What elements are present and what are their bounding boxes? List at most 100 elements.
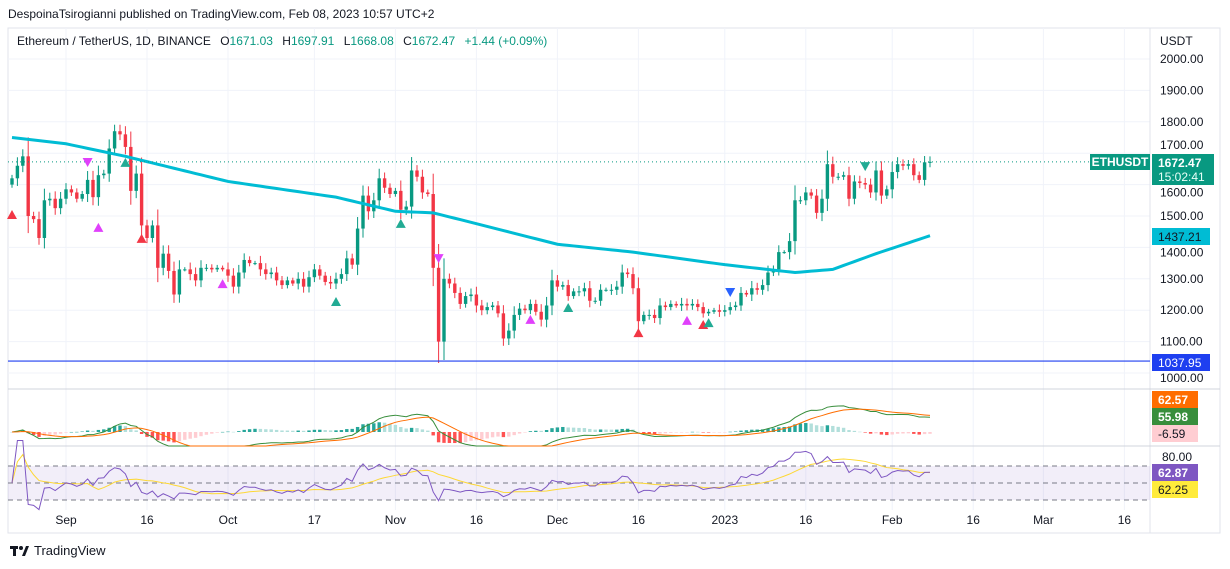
macd-histogram-bar xyxy=(69,431,74,433)
candle-body xyxy=(804,192,808,201)
candle xyxy=(242,253,246,279)
macd-histogram-bar xyxy=(820,426,824,432)
macd-histogram-bar xyxy=(53,432,57,435)
macd-histogram-bar xyxy=(247,429,252,432)
candle xyxy=(528,299,533,315)
candle xyxy=(96,165,101,206)
candle-body xyxy=(458,292,462,304)
macd-histogram-bar xyxy=(80,431,84,433)
macd-histogram-bar xyxy=(555,427,560,432)
high-value: 1697.91 xyxy=(290,34,335,48)
candle xyxy=(145,219,149,244)
open-value: 1671.03 xyxy=(229,34,273,48)
macd-histogram-bar xyxy=(804,423,808,432)
candle-body xyxy=(598,289,603,301)
candle-body xyxy=(134,173,138,191)
price-axis[interactable]: 2000.00 1900.00 1800.00 1700.00 1600.00 1500.… xyxy=(1160,52,1204,385)
last-price-badge: 1672.47 15:02:41 xyxy=(1152,154,1214,185)
candle xyxy=(647,309,651,320)
candle-body xyxy=(107,148,111,174)
macd-histogram-bar xyxy=(598,429,603,432)
candle xyxy=(912,158,916,181)
rsi-level-label: 80.00 xyxy=(1162,450,1192,464)
candle xyxy=(706,308,711,316)
candle-body xyxy=(561,285,565,287)
macd-histogram-bar xyxy=(307,430,311,432)
macd-histogram-bar xyxy=(501,432,506,438)
candle xyxy=(917,171,921,184)
candle xyxy=(102,169,106,179)
candle xyxy=(129,131,133,205)
candle-body xyxy=(323,275,327,282)
macd-histogram-bar xyxy=(512,432,516,436)
candle-body xyxy=(242,259,246,273)
macd-histogram-bar xyxy=(253,428,257,432)
price-tick-label: 1400.00 xyxy=(1160,245,1204,259)
candle xyxy=(269,267,273,279)
triangle-down-marker xyxy=(433,254,444,264)
time-axis[interactable]: Sep 16 Oct 17 Nov 16 Dec 16 2023 16 Feb 16 Mar 16 xyxy=(55,513,1131,527)
candle xyxy=(723,305,727,317)
candle-body xyxy=(48,198,52,201)
candle xyxy=(361,185,365,238)
time-tick-label: Sep xyxy=(55,513,77,527)
candle-body xyxy=(485,307,489,311)
candle-body xyxy=(80,194,84,199)
macd-histogram-bar xyxy=(269,429,273,432)
macd-histogram-bar xyxy=(874,432,878,434)
price-tick-label: 1800.00 xyxy=(1160,115,1204,129)
symbol-badge-label: ETHUSDT xyxy=(1092,155,1149,169)
candle xyxy=(620,264,624,294)
macd-histogram-bar xyxy=(728,431,732,433)
candle xyxy=(507,323,511,346)
macd-histogram-bar xyxy=(831,425,835,432)
candle xyxy=(107,139,111,182)
macd-histogram-bar xyxy=(91,430,95,432)
candle xyxy=(291,277,295,286)
macd-histogram-bar xyxy=(750,429,754,432)
macd-histogram-bar xyxy=(615,429,619,432)
candle xyxy=(685,298,689,311)
macd-histogram-bar xyxy=(517,432,522,434)
candle-body xyxy=(474,294,479,306)
candle-body xyxy=(469,294,473,297)
brand-name[interactable]: TradingView xyxy=(34,543,106,558)
macd-histogram-bar xyxy=(539,430,543,432)
candle-body xyxy=(534,303,538,312)
candle-body xyxy=(334,278,338,284)
macd-histogram-bar xyxy=(226,431,230,433)
candle xyxy=(15,157,20,186)
symbol-title[interactable]: Ethereum / TetherUS, 1D, BINANCE xyxy=(17,34,211,48)
price-tick-label: 1100.00 xyxy=(1160,335,1203,349)
candle xyxy=(436,244,441,364)
candle xyxy=(474,286,479,313)
candle-body xyxy=(890,172,894,190)
macd-histogram-bar xyxy=(507,432,511,437)
macd-histogram-bar xyxy=(928,432,932,434)
triangle-up-marker xyxy=(120,157,131,167)
candle xyxy=(615,280,619,296)
macd-histogram-bar xyxy=(280,430,284,432)
candle xyxy=(517,302,522,320)
candle-body xyxy=(496,305,500,314)
macd-histogram-bar xyxy=(339,430,344,432)
candle-body xyxy=(712,310,716,312)
macd-histogram-bar xyxy=(188,432,192,439)
triangle-up-marker xyxy=(93,222,104,232)
candle xyxy=(604,287,608,292)
candle-body xyxy=(37,219,41,238)
rsi-ma-value: 62.25 xyxy=(1158,483,1188,497)
macd-pane xyxy=(10,405,932,447)
macd-histogram-bar xyxy=(75,431,79,433)
candle xyxy=(480,299,484,316)
candle-body xyxy=(285,280,290,286)
candle xyxy=(593,297,597,304)
macd-histogram-bar xyxy=(825,425,830,432)
candle xyxy=(636,277,641,331)
candle-body xyxy=(490,305,495,308)
candle-body xyxy=(652,314,657,319)
candle-body xyxy=(582,288,587,292)
candle-body xyxy=(447,278,452,284)
macd-histogram-bar xyxy=(242,429,246,432)
